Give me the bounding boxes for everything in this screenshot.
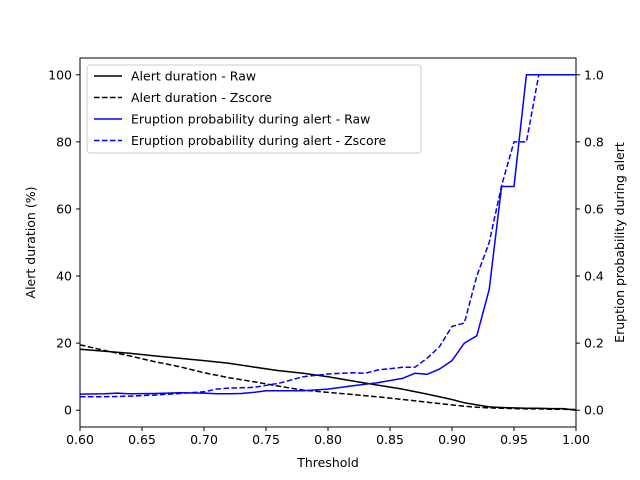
x-tick-label: 0.80: [314, 432, 342, 447]
x-tick-label: 0.70: [190, 432, 218, 447]
series-line-1: [79, 348, 577, 411]
x-tick-label: 0.85: [376, 432, 404, 447]
right-y-tick-label: 0.6: [584, 201, 604, 216]
series-line-2: [79, 344, 577, 411]
right-y-tick-label: 0.4: [584, 269, 604, 284]
legend-label: Alert duration - Zscore: [131, 90, 272, 105]
left-y-tick-label: 0: [64, 403, 72, 418]
right-y-axis-label: Eruption probability during alert: [612, 142, 627, 343]
x-tick-label: 0.60: [66, 432, 94, 447]
legend-label: Eruption probability during alert - Raw: [131, 112, 370, 127]
right-y-tick-label: 0.8: [584, 134, 604, 149]
left-y-tick-label: 40: [56, 269, 72, 284]
legend-label: Eruption probability during alert - Zsco…: [131, 133, 387, 148]
right-y-tick-label: 0.2: [584, 336, 604, 351]
left-y-axis-label: Alert duration (%): [23, 187, 38, 299]
left-y-tick-label: 60: [56, 201, 72, 216]
x-tick-label: 0.65: [128, 432, 156, 447]
right-y-tick-label: 0.0: [584, 403, 604, 418]
series-layer: [79, 74, 577, 411]
right-y-tick-label: 1.0: [584, 67, 604, 82]
plot-frame: [79, 57, 577, 428]
x-tick-label: 0.95: [500, 432, 528, 447]
x-tick-label: 0.75: [252, 432, 280, 447]
left-y-tick-label: 80: [56, 134, 72, 149]
legend-box: [86, 64, 422, 154]
series-line-4: [80, 74, 576, 398]
left-y-tick-label: 100: [48, 67, 72, 82]
x-axis: 0.60 0.65 0.70 0.75 0.80 0.85 0.90 0.95 1.00: [66, 427, 590, 447]
left-y-tick-label: 20: [56, 336, 72, 351]
legend: Alert duration - Raw Alert duration - Zsc…: [86, 64, 422, 154]
x-tick-label: 1.00: [562, 432, 590, 447]
legend-label: Alert duration - Raw: [131, 69, 256, 84]
right-y-axis: 0.0 0.2 0.4 0.6 0.8 1.0: [576, 67, 604, 418]
left-y-axis: 0 20 40 60 80 100: [48, 67, 80, 418]
x-axis-label: Threshold: [296, 455, 359, 470]
x-tick-label: 0.90: [438, 432, 466, 447]
